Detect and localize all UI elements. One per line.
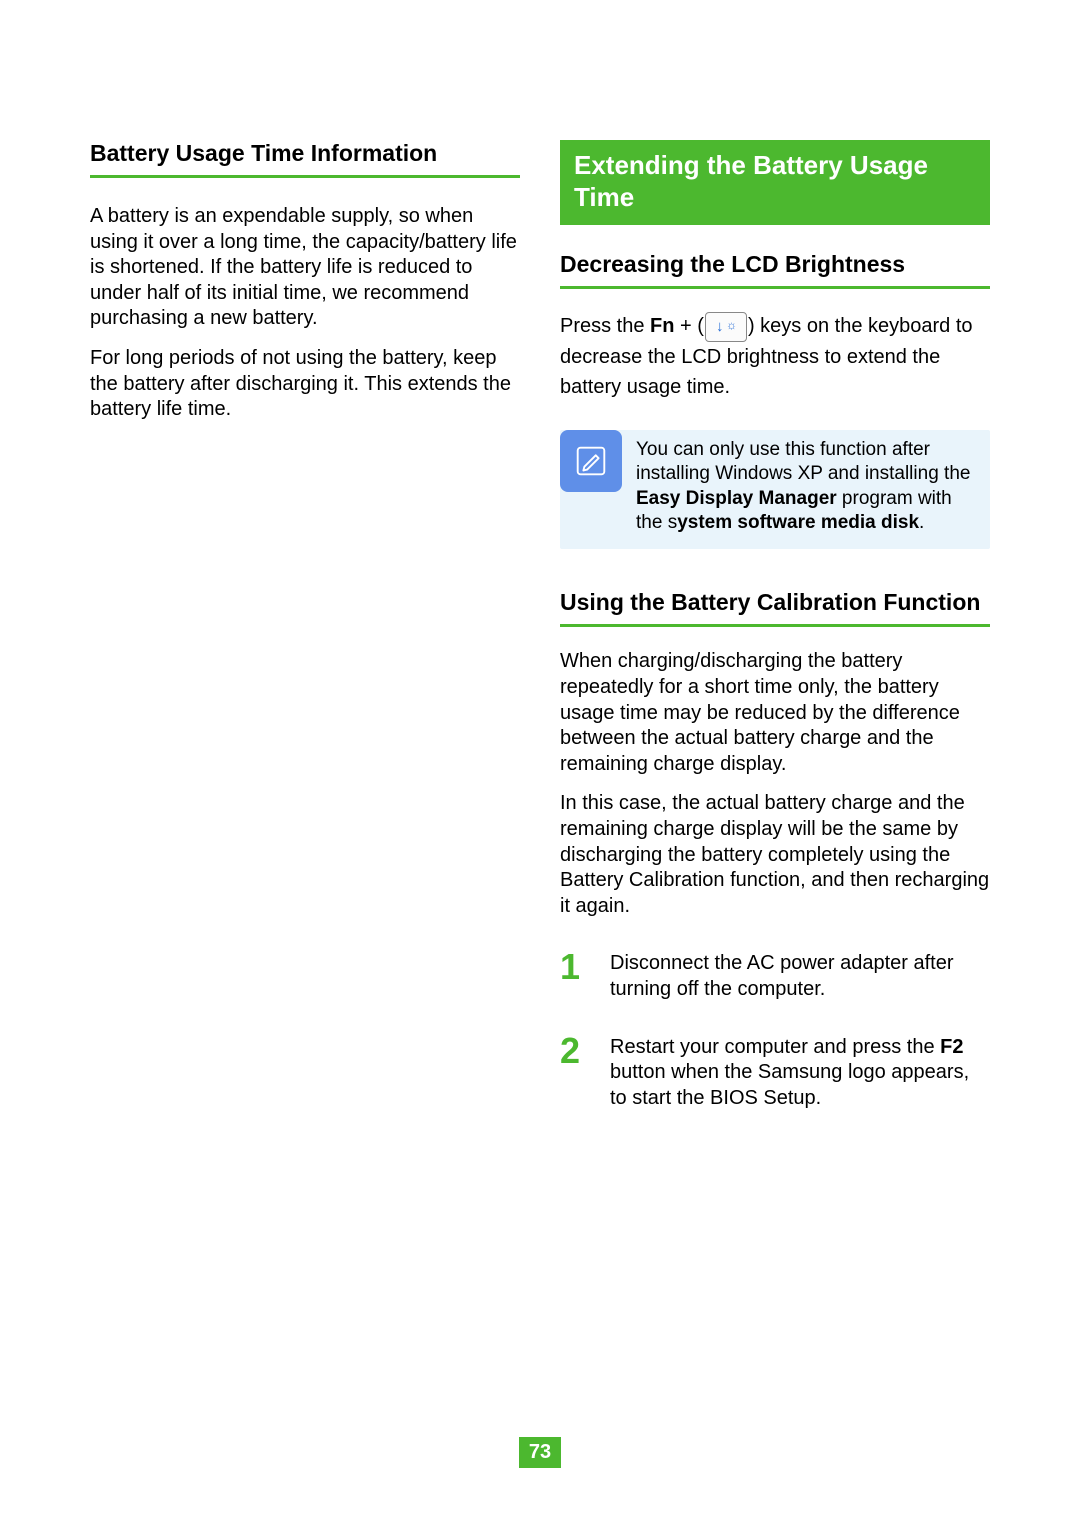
calibration-p2: In this case, the actual battery charge … — [560, 791, 990, 919]
calibration-p1: When charging/discharging the battery re… — [560, 649, 990, 777]
note-part-d: ystem software media disk — [677, 512, 919, 533]
step-2-text: Restart your computer and press the F2 b… — [610, 1033, 990, 1112]
page-footer: 73 — [0, 1437, 1080, 1468]
subheading-lcd: Decreasing the LCD Brightness — [560, 251, 990, 289]
right-column: Extending the Battery Usage Time Decreas… — [560, 140, 990, 1111]
note-text: You can only use this function after ins… — [636, 430, 990, 549]
lcd-instruction: Press the Fn + (↓☼) keys on the keyboard… — [560, 311, 990, 402]
brightness-down-key-icon: ↓☼ — [705, 312, 747, 342]
step-2-pre: Restart your computer and press the — [610, 1036, 940, 1058]
note-box: You can only use this function after ins… — [560, 430, 990, 549]
note-part-e: . — [919, 512, 924, 533]
page-number: 73 — [519, 1437, 561, 1468]
page-content: Battery Usage Time Information A battery… — [0, 0, 1080, 1171]
step-2: 2 Restart your computer and press the F2… — [560, 1033, 990, 1112]
step-1-text: Disconnect the AC power adapter after tu… — [610, 949, 990, 1002]
step-number: 1 — [560, 949, 588, 1002]
pencil-note-icon — [572, 442, 610, 480]
note-part-a: You can only use this function after ins… — [636, 439, 970, 484]
step-2-key: F2 — [940, 1036, 963, 1058]
note-part-b: Easy Display Manager — [636, 488, 837, 509]
left-heading: Battery Usage Time Information — [90, 140, 520, 178]
step-1: 1 Disconnect the AC power adapter after … — [560, 949, 990, 1002]
left-column: Battery Usage Time Information A battery… — [90, 140, 520, 1111]
note-icon — [560, 430, 622, 492]
step-2-post: button when the Samsung logo appears, to… — [610, 1061, 969, 1109]
left-paragraph-2: For long periods of not using the batter… — [90, 346, 520, 423]
fn-key-label: Fn — [650, 315, 674, 337]
step-number: 2 — [560, 1033, 588, 1112]
lcd-text-pre: Press the — [560, 315, 650, 337]
banner-heading: Extending the Battery Usage Time — [560, 140, 990, 225]
subheading-calibration: Using the Battery Calibration Function — [560, 589, 990, 627]
left-paragraph-1: A battery is an expendable supply, so wh… — [90, 204, 520, 332]
lcd-text-mid: + ( — [674, 315, 703, 337]
